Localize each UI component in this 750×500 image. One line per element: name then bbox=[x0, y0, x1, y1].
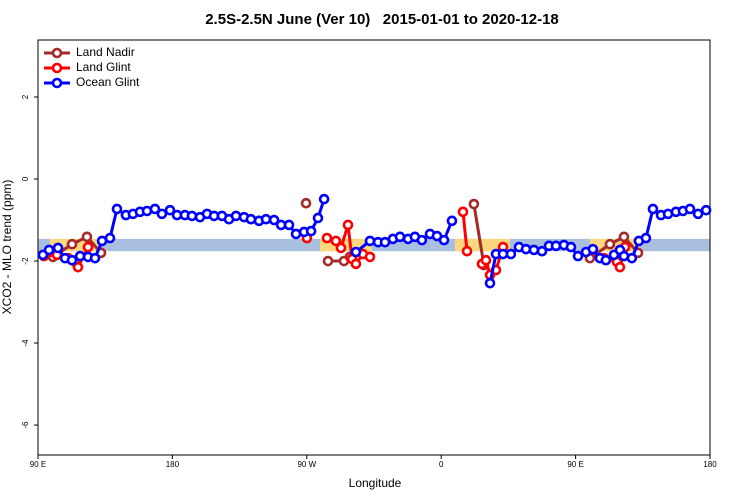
data-point bbox=[268, 214, 280, 226]
data-point bbox=[350, 246, 362, 258]
data-point bbox=[335, 242, 347, 254]
data-point bbox=[300, 197, 312, 209]
data-point bbox=[600, 254, 612, 266]
data-point bbox=[305, 225, 317, 237]
data-point bbox=[614, 261, 626, 273]
data-point bbox=[438, 234, 450, 246]
legend-label: Land Glint bbox=[76, 60, 131, 74]
y-tick-label: 0 bbox=[21, 176, 30, 181]
legend-marker bbox=[51, 62, 63, 74]
data-point bbox=[618, 231, 630, 243]
series-line bbox=[589, 234, 640, 260]
data-point bbox=[528, 244, 540, 256]
data-point bbox=[350, 258, 362, 270]
data-point bbox=[290, 228, 302, 240]
data-point bbox=[321, 232, 333, 244]
y-tick-label: -6 bbox=[21, 421, 30, 429]
data-point bbox=[457, 206, 469, 218]
series-line bbox=[461, 211, 469, 252]
data-point bbox=[684, 203, 696, 215]
data-point bbox=[536, 245, 548, 257]
data-point bbox=[149, 203, 161, 215]
data-point bbox=[89, 252, 101, 264]
data-point bbox=[468, 198, 480, 210]
data-point bbox=[480, 254, 492, 266]
data-point bbox=[647, 203, 659, 215]
y-axis-label: XCO2 - MLO trend (ppm) bbox=[0, 180, 14, 315]
data-point bbox=[322, 255, 334, 267]
data-point bbox=[330, 235, 342, 247]
plot-frame bbox=[37, 39, 711, 456]
legend-label: Ocean Glint bbox=[76, 75, 140, 89]
data-point bbox=[565, 241, 577, 253]
data-point bbox=[283, 219, 295, 231]
data-point bbox=[72, 261, 84, 273]
data-point bbox=[505, 248, 517, 260]
x-tick-label: 90 E bbox=[30, 460, 46, 469]
data-point bbox=[572, 250, 584, 262]
data-point bbox=[230, 210, 242, 222]
data-point bbox=[81, 231, 93, 243]
x-tick-label: 90 E bbox=[567, 460, 583, 469]
x-tick-label: 180 bbox=[166, 460, 180, 469]
data-point bbox=[394, 231, 406, 243]
data-point bbox=[461, 245, 473, 257]
x-axis-label: Longitude bbox=[349, 476, 402, 490]
y-tick-label: 2 bbox=[21, 94, 30, 99]
data-point bbox=[82, 241, 94, 253]
y-tick-label: -4 bbox=[21, 339, 30, 347]
x-tick-label: 90 W bbox=[297, 460, 316, 469]
series-line bbox=[472, 203, 486, 266]
data-point bbox=[164, 204, 176, 216]
data-point bbox=[66, 254, 78, 266]
data-point bbox=[43, 244, 55, 256]
data-point bbox=[342, 219, 354, 231]
data-point bbox=[626, 252, 638, 264]
chart-title: 2.5S-2.5N June (Ver 10) 2015-01-01 to 20… bbox=[205, 11, 559, 28]
legend-label: Land Nadir bbox=[76, 45, 135, 59]
data-point bbox=[604, 238, 616, 250]
data-point bbox=[318, 193, 330, 205]
data-point bbox=[364, 235, 376, 247]
data-point bbox=[312, 212, 324, 224]
data-point bbox=[245, 213, 257, 225]
data-point bbox=[416, 234, 428, 246]
y-tick-label: -2 bbox=[21, 257, 30, 265]
data-point bbox=[484, 277, 496, 289]
data-point bbox=[52, 242, 64, 254]
data-point bbox=[364, 251, 376, 263]
data-point bbox=[156, 208, 168, 220]
x-tick-label: 0 bbox=[439, 460, 444, 469]
data-point bbox=[700, 204, 712, 216]
data-point bbox=[66, 238, 78, 250]
data-point bbox=[111, 203, 123, 215]
data-point bbox=[692, 208, 704, 220]
legend-marker bbox=[51, 47, 63, 59]
data-point bbox=[587, 243, 599, 255]
data-point bbox=[104, 232, 116, 244]
data-point bbox=[640, 232, 652, 244]
legend-marker bbox=[51, 77, 63, 89]
data-point bbox=[446, 215, 458, 227]
x-tick-label: 180 bbox=[703, 460, 717, 469]
data-point bbox=[260, 213, 272, 225]
data-point bbox=[186, 210, 198, 222]
